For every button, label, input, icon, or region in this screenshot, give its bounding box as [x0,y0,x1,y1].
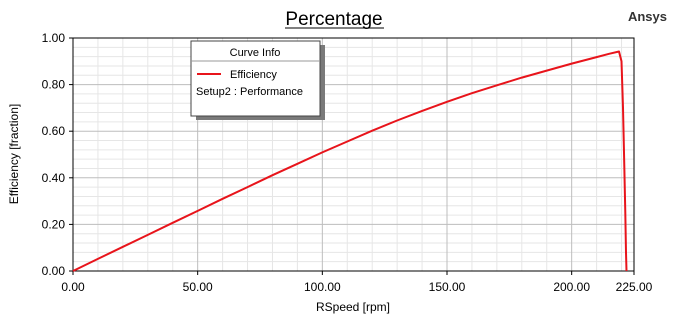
major-grid [73,38,634,271]
y-tick-label: 0.20 [42,217,66,231]
y-tick-label: 0.60 [42,124,66,138]
y-tick-label: 0.00 [42,264,66,278]
series-layer [72,50,628,272]
y-tick-label: 0.80 [42,78,66,92]
legend-background [190,40,321,117]
x-axis-ticks: 0.00 50.00 100.00 150.00 200.00 225.00 [61,271,653,294]
chart-title: Percentage [285,9,382,30]
x-tick-label: 150.00 [429,280,466,294]
y-tick-label: 1.00 [42,31,66,45]
legend-title: Curve Info [230,47,281,59]
x-tick-label: 0.00 [61,280,85,294]
y-axis-ticks: 0.00 0.20 0.40 0.60 0.80 1.00 [42,31,73,278]
x-tick-label: 100.00 [304,280,341,294]
legend-entry-efficiency: Efficiency [230,69,277,81]
plot-area [72,37,635,272]
legend-entry-source: Setup2 : Performance [196,86,303,98]
y-tick-label: 0.40 [42,171,66,185]
ansys-logo: Ansys [628,9,667,24]
x-tick-label: 200.00 [553,280,590,294]
legend-box[interactable]: Curve Info Efficiency Setup2 : Performan… [190,40,325,120]
y-axis-label: Efficiency [fraction] [7,104,21,205]
series-line-efficiency [72,50,628,272]
minor-grid [73,38,634,271]
x-tick-label: 225.00 [616,280,653,294]
x-tick-label: 50.00 [183,280,213,294]
x-axis-label: RSpeed [rpm] [316,300,390,314]
